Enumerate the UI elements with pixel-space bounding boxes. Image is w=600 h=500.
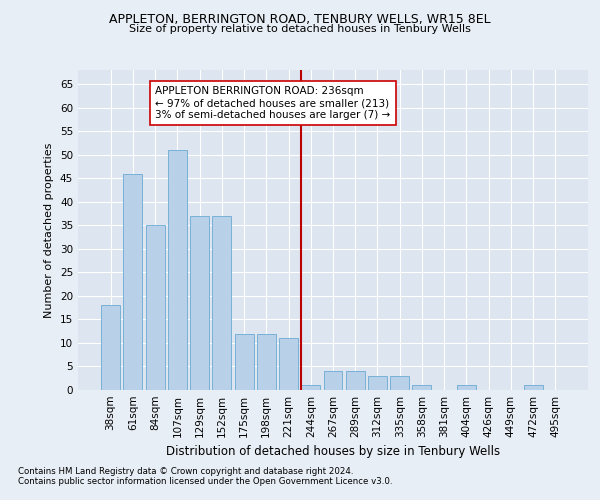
Bar xyxy=(279,338,298,390)
X-axis label: Distribution of detached houses by size in Tenbury Wells: Distribution of detached houses by size … xyxy=(166,446,500,458)
Text: Contains public sector information licensed under the Open Government Licence v3: Contains public sector information licen… xyxy=(18,477,392,486)
Bar xyxy=(168,150,187,390)
Text: APPLETON BERRINGTON ROAD: 236sqm
← 97% of detached houses are smaller (213)
3% o: APPLETON BERRINGTON ROAD: 236sqm ← 97% o… xyxy=(155,86,391,120)
Bar xyxy=(146,226,164,390)
Bar xyxy=(301,386,320,390)
Bar xyxy=(457,386,476,390)
Bar xyxy=(412,386,431,390)
Text: APPLETON, BERRINGTON ROAD, TENBURY WELLS, WR15 8EL: APPLETON, BERRINGTON ROAD, TENBURY WELLS… xyxy=(109,12,491,26)
Bar xyxy=(212,216,231,390)
Bar xyxy=(346,371,365,390)
Bar xyxy=(190,216,209,390)
Bar xyxy=(323,371,343,390)
Bar xyxy=(368,376,387,390)
Y-axis label: Number of detached properties: Number of detached properties xyxy=(44,142,55,318)
Bar xyxy=(124,174,142,390)
Text: Contains HM Land Registry data © Crown copyright and database right 2024.: Contains HM Land Registry data © Crown c… xyxy=(18,467,353,476)
Bar xyxy=(390,376,409,390)
Bar xyxy=(101,306,120,390)
Bar xyxy=(257,334,276,390)
Bar xyxy=(235,334,254,390)
Text: Size of property relative to detached houses in Tenbury Wells: Size of property relative to detached ho… xyxy=(129,24,471,34)
Bar xyxy=(524,386,542,390)
